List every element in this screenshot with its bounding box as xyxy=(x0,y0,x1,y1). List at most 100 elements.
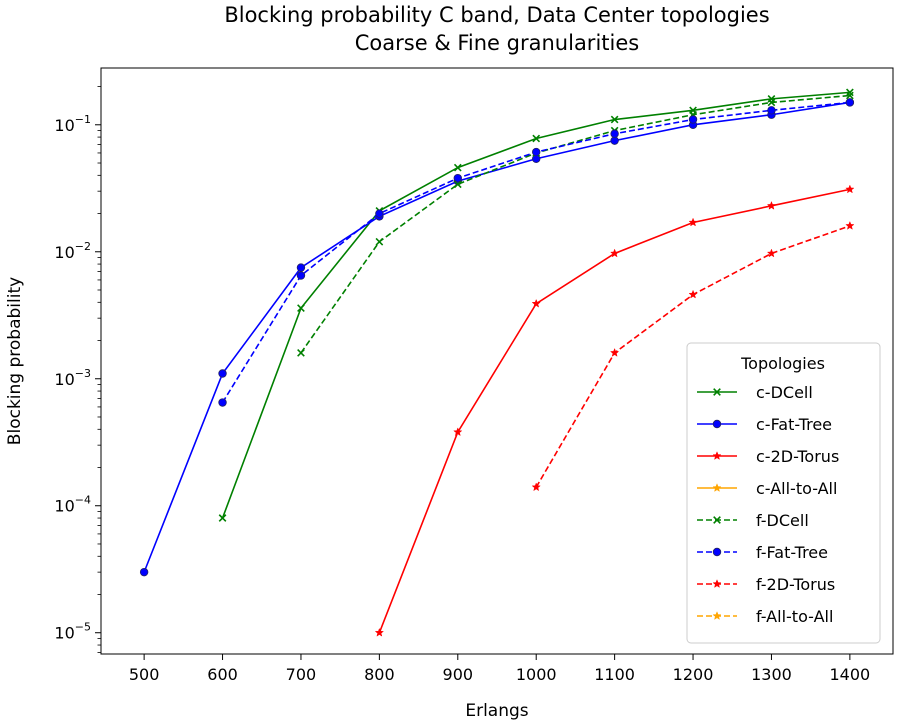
data-point xyxy=(846,88,854,97)
data-point xyxy=(532,147,541,157)
legend-label: c-Fat-Tree xyxy=(756,415,832,434)
y-tick-label: 10−2 xyxy=(54,240,91,262)
data-point-legend xyxy=(712,611,722,620)
data-point xyxy=(531,298,541,308)
data-point xyxy=(297,304,305,312)
legend-label: c-2D-Torus xyxy=(756,447,839,466)
legend-item: c-2D-Torus xyxy=(697,447,839,466)
data-point xyxy=(845,220,855,230)
legend-label: f-All-to-All xyxy=(756,607,833,626)
data-point-legend xyxy=(712,451,722,460)
legend-label: f-2D-Torus xyxy=(756,575,835,594)
data-point xyxy=(375,209,384,218)
data-point xyxy=(453,173,462,183)
data-point xyxy=(610,129,619,138)
data-point xyxy=(688,217,698,227)
data-point xyxy=(532,134,541,143)
data-point xyxy=(453,180,462,189)
y-tick-label-exponent: −1 xyxy=(75,113,91,126)
y-tick-label-exponent: −2 xyxy=(75,240,91,253)
chart-title-line-2: Coarse & Fine granularities xyxy=(355,31,639,55)
y-tick-label-base: 10 xyxy=(54,624,74,643)
data-point xyxy=(531,482,541,492)
data-point xyxy=(610,136,619,145)
data-point xyxy=(453,163,462,172)
data-point xyxy=(453,427,463,437)
y-tick-label-base: 10 xyxy=(54,116,74,135)
series-f-Fat-Tree xyxy=(218,98,855,407)
series-f-2D-Torus xyxy=(531,220,855,492)
plot-frame xyxy=(100,67,894,655)
y-tick-label: 10−5 xyxy=(54,621,91,643)
data-point-legend xyxy=(712,483,722,492)
series-line xyxy=(143,101,850,573)
series-group xyxy=(139,88,855,637)
data-point xyxy=(609,248,620,258)
data-point-legend xyxy=(713,388,721,396)
data-point xyxy=(139,567,149,577)
data-point xyxy=(766,200,777,210)
x-tick-label: 900 xyxy=(443,665,474,684)
data-point xyxy=(610,115,619,124)
data-point-legend xyxy=(712,579,722,588)
data-point xyxy=(374,627,385,637)
chart-title-line-1: Blocking probability C band, Data Center… xyxy=(224,3,769,27)
data-point xyxy=(767,98,776,107)
y-tick-label-base: 10 xyxy=(54,243,74,262)
data-point xyxy=(846,91,854,100)
legend-item: f-All-to-All xyxy=(697,607,833,626)
series-line xyxy=(300,94,850,354)
legend-item: c-DCell xyxy=(697,383,813,402)
data-point-legend xyxy=(712,419,722,429)
data-point-legend xyxy=(712,547,722,557)
data-point xyxy=(218,514,227,522)
x-tick-label: 700 xyxy=(286,665,317,684)
legend-label: c-DCell xyxy=(756,383,813,402)
legend-label: f-Fat-Tree xyxy=(756,543,828,562)
data-point xyxy=(218,398,227,407)
y-tick-label: 10−1 xyxy=(54,113,91,135)
legend-label: f-DCell xyxy=(756,511,809,530)
y-tick-label: 10−4 xyxy=(54,494,91,516)
data-point xyxy=(767,106,776,115)
data-point xyxy=(296,271,306,280)
data-point xyxy=(296,263,306,272)
data-point xyxy=(609,347,620,357)
legend-item: c-All-to-All xyxy=(697,479,837,498)
x-tick-label: 1400 xyxy=(830,665,871,684)
data-point-legend xyxy=(713,516,721,524)
y-tick-label-exponent: −4 xyxy=(75,494,91,507)
x-tick-label: 800 xyxy=(364,665,395,684)
legend-label: c-All-to-All xyxy=(756,479,837,498)
data-point xyxy=(845,98,855,107)
legend-title: Topologies xyxy=(740,354,825,373)
x-tick-label: 1200 xyxy=(673,665,714,684)
data-point xyxy=(375,237,384,246)
y-tick-label-exponent: −3 xyxy=(75,367,91,380)
y-axis-label: Blocking probability xyxy=(5,277,25,445)
x-tick-label: 1000 xyxy=(516,665,557,684)
x-tick-label: 500 xyxy=(129,665,160,684)
data-point xyxy=(766,248,777,258)
data-point xyxy=(218,369,227,378)
y-axis: 10−510−410−310−210−1 xyxy=(54,86,101,653)
x-axis-label: Erlangs xyxy=(465,701,528,721)
x-tick-label: 600 xyxy=(207,665,238,684)
data-point xyxy=(688,115,698,124)
legend-item: f-DCell xyxy=(697,511,809,530)
legend-item: c-Fat-Tree xyxy=(697,415,832,434)
y-tick-label: 10−3 xyxy=(54,367,91,389)
x-tick-label: 1300 xyxy=(751,665,792,684)
y-tick-label-exponent: −5 xyxy=(75,621,91,634)
y-tick-label-base: 10 xyxy=(54,370,74,389)
series-f-DCell xyxy=(297,91,854,357)
legend-box xyxy=(686,342,881,644)
x-tick-label: 1100 xyxy=(594,665,635,684)
legend-item: f-2D-Torus xyxy=(697,575,835,594)
data-point xyxy=(688,289,698,299)
y-tick-label-base: 10 xyxy=(54,497,74,516)
data-point xyxy=(297,348,305,357)
series-c-2D-Torus xyxy=(374,184,855,637)
data-point xyxy=(845,184,855,194)
